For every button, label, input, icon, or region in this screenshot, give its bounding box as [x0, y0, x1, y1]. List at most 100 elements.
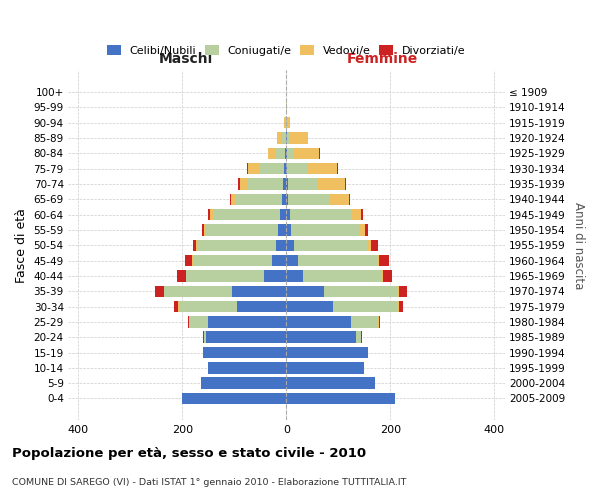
Bar	[377, 255, 379, 266]
Bar	[324, 286, 398, 297]
Bar	[288, 178, 318, 190]
Bar	[361, 332, 362, 343]
Text: Maschi: Maschi	[159, 52, 213, 66]
Bar	[208, 209, 210, 220]
Bar	[282, 194, 286, 205]
Bar	[286, 117, 287, 128]
Bar	[286, 332, 356, 343]
Bar	[176, 270, 186, 281]
Bar	[287, 117, 290, 128]
Bar	[287, 148, 294, 159]
Bar	[259, 163, 284, 174]
Bar	[155, 286, 164, 297]
Bar	[351, 209, 361, 220]
Bar	[333, 301, 398, 312]
Text: COMUNE DI SAREGO (VI) - Dati ISTAT 1° gennaio 2010 - Elaborazione TUTTITALIA.IT: COMUNE DI SAREGO (VI) - Dati ISTAT 1° ge…	[12, 478, 406, 487]
Y-axis label: Anni di nascita: Anni di nascita	[572, 202, 585, 289]
Bar	[303, 270, 381, 281]
Text: Femmine: Femmine	[347, 52, 418, 66]
Bar	[239, 178, 248, 190]
Bar	[337, 163, 338, 174]
Bar	[286, 316, 351, 328]
Bar	[298, 255, 377, 266]
Bar	[203, 332, 206, 343]
Bar	[289, 194, 329, 205]
Bar	[278, 224, 286, 235]
Bar	[197, 240, 276, 251]
Bar	[286, 163, 287, 174]
Bar	[248, 178, 283, 190]
Bar	[174, 301, 178, 312]
Bar	[286, 255, 298, 266]
Bar	[286, 270, 303, 281]
Bar	[379, 255, 389, 266]
Bar	[286, 194, 289, 205]
Bar	[286, 240, 293, 251]
Bar	[196, 240, 197, 251]
Bar	[283, 178, 286, 190]
Bar	[371, 240, 378, 251]
Bar	[265, 270, 286, 281]
Bar	[204, 224, 206, 235]
Y-axis label: Fasce di età: Fasce di età	[15, 208, 28, 282]
Bar	[230, 194, 231, 205]
Bar	[268, 148, 276, 159]
Bar	[286, 178, 288, 190]
Bar	[359, 224, 365, 235]
Bar	[232, 286, 286, 297]
Bar	[286, 362, 364, 374]
Bar	[285, 117, 286, 128]
Bar	[280, 209, 286, 220]
Bar	[349, 194, 350, 205]
Bar	[182, 393, 286, 404]
Bar	[188, 316, 208, 328]
Bar	[379, 316, 380, 328]
Bar	[286, 148, 287, 159]
Bar	[236, 194, 282, 205]
Bar	[286, 286, 324, 297]
Text: Popolazione per età, sesso e stato civile - 2010: Popolazione per età, sesso e stato civil…	[12, 448, 366, 460]
Bar	[284, 117, 285, 128]
Bar	[193, 255, 272, 266]
Bar	[383, 270, 392, 281]
Bar	[286, 378, 374, 389]
Bar	[381, 270, 383, 281]
Bar	[367, 240, 371, 251]
Bar	[356, 332, 361, 343]
Bar	[286, 301, 333, 312]
Bar	[287, 132, 290, 144]
Bar	[208, 362, 286, 374]
Bar	[202, 224, 204, 235]
Bar	[164, 286, 232, 297]
Bar	[231, 194, 236, 205]
Bar	[329, 194, 349, 205]
Bar	[208, 316, 286, 328]
Bar	[290, 209, 351, 220]
Bar	[214, 209, 280, 220]
Bar	[200, 378, 286, 389]
Bar	[272, 255, 286, 266]
Bar	[294, 148, 319, 159]
Bar	[345, 178, 346, 190]
Legend: Celibi/Nubili, Coniugati/e, Vedovi/e, Divorziati/e: Celibi/Nubili, Coniugati/e, Vedovi/e, Di…	[103, 41, 470, 60]
Bar	[293, 240, 367, 251]
Bar	[237, 301, 286, 312]
Bar	[398, 301, 399, 312]
Bar	[193, 240, 196, 251]
Bar	[285, 148, 286, 159]
Bar	[361, 209, 363, 220]
Bar	[210, 209, 214, 220]
Bar	[318, 178, 345, 190]
Bar	[206, 332, 286, 343]
Bar	[307, 163, 337, 174]
Bar	[276, 240, 286, 251]
Bar	[206, 224, 278, 235]
Bar	[276, 148, 285, 159]
Bar	[399, 301, 403, 312]
Bar	[248, 163, 259, 174]
Bar	[238, 178, 239, 190]
Bar	[398, 286, 407, 297]
Bar	[365, 224, 368, 235]
Bar	[179, 301, 237, 312]
Bar	[286, 209, 290, 220]
